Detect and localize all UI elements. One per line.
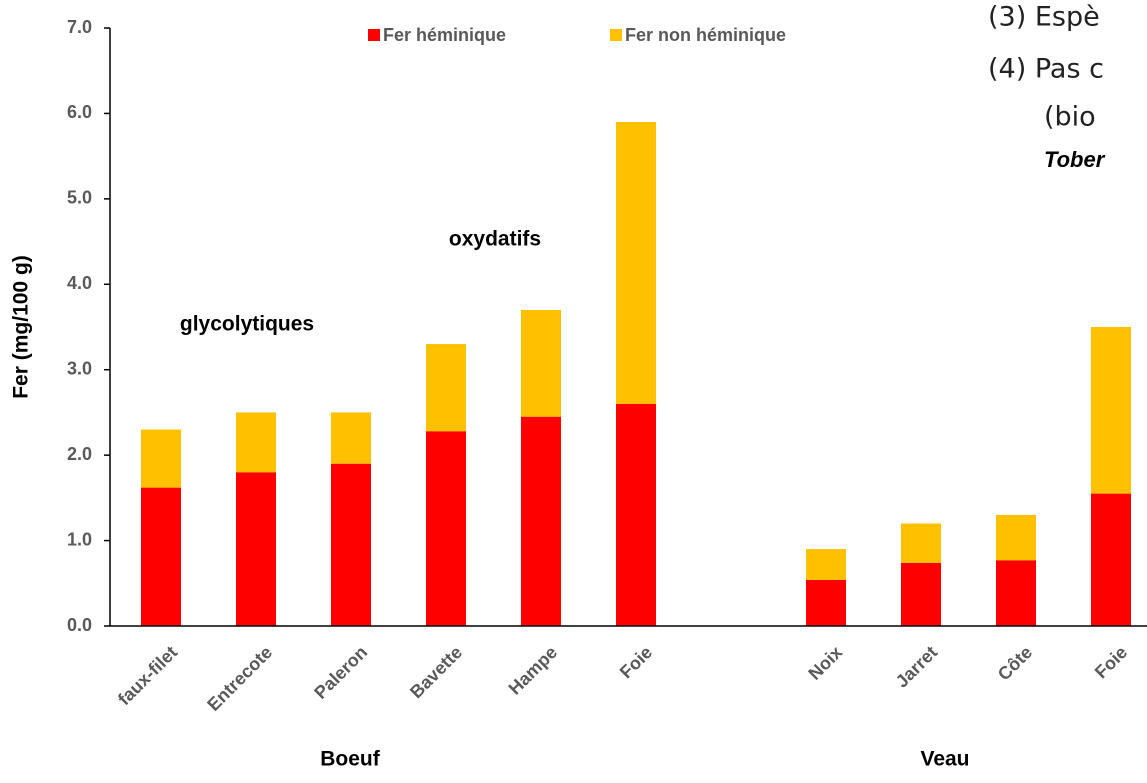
bar-segment (141, 429, 181, 488)
x-tick-label: Foie (616, 642, 656, 682)
side-text: (bio (1044, 102, 1096, 133)
bar-segment (996, 514, 1036, 561)
bar-segment (1091, 327, 1131, 494)
x-tick-label: Entrecote (203, 642, 276, 715)
x-tick-label: Hampe (505, 642, 562, 699)
y-tick-label: 5.0 (67, 188, 92, 208)
legend-swatch (368, 29, 380, 41)
bar-segment (331, 412, 371, 464)
x-tick-label: faux-filet (114, 642, 181, 709)
x-tick-label: Foie (1091, 642, 1131, 682)
x-tick-label: Noix (804, 642, 846, 684)
y-tick-label: 3.0 (67, 358, 92, 378)
side-text: (4) Pas c (988, 54, 1104, 85)
bar-segment (996, 560, 1036, 626)
y-tick-label: 4.0 (67, 273, 92, 293)
y-tick-label: 1.0 (67, 529, 92, 549)
side-text: (3) Espè (988, 2, 1100, 33)
group-label: Boeuf (320, 748, 381, 771)
bar-segment (331, 463, 371, 626)
y-axis-label: Fer (mg/100 g) (10, 255, 33, 399)
y-tick-label: 6.0 (67, 102, 92, 122)
bar-segment (521, 309, 561, 417)
bar-segment (141, 487, 181, 626)
y-tick-label: 2.0 (67, 444, 92, 464)
bar-segment (616, 121, 656, 404)
side-text: Tober (1044, 147, 1106, 172)
bar-segment (616, 403, 656, 626)
annotation: glycolytiques (180, 313, 314, 336)
bar-segment (236, 412, 276, 473)
legend-label: Fer héminique (383, 25, 506, 45)
bar-segment (806, 549, 846, 580)
bar-segment (1091, 493, 1131, 626)
annotation: oxydatifs (449, 228, 541, 251)
bar-segment (236, 472, 276, 626)
x-tick-label: Côte (994, 642, 1036, 684)
bar-segment (806, 579, 846, 626)
legend-swatch (610, 29, 622, 41)
group-label: Veau (920, 748, 969, 771)
bar-segment (901, 523, 941, 563)
bar-segment (521, 416, 561, 626)
x-tick-label: Paleron (310, 642, 371, 703)
legend-label: Fer non héminique (625, 25, 786, 45)
bar-segment (426, 431, 466, 626)
y-tick-label: 0.0 (67, 615, 92, 635)
bar-segment (426, 344, 466, 432)
y-tick-label: 7.0 (67, 17, 92, 37)
bar-segment (901, 562, 941, 626)
x-tick-label: Bavette (406, 642, 466, 702)
x-tick-label: Jarret (892, 642, 942, 692)
